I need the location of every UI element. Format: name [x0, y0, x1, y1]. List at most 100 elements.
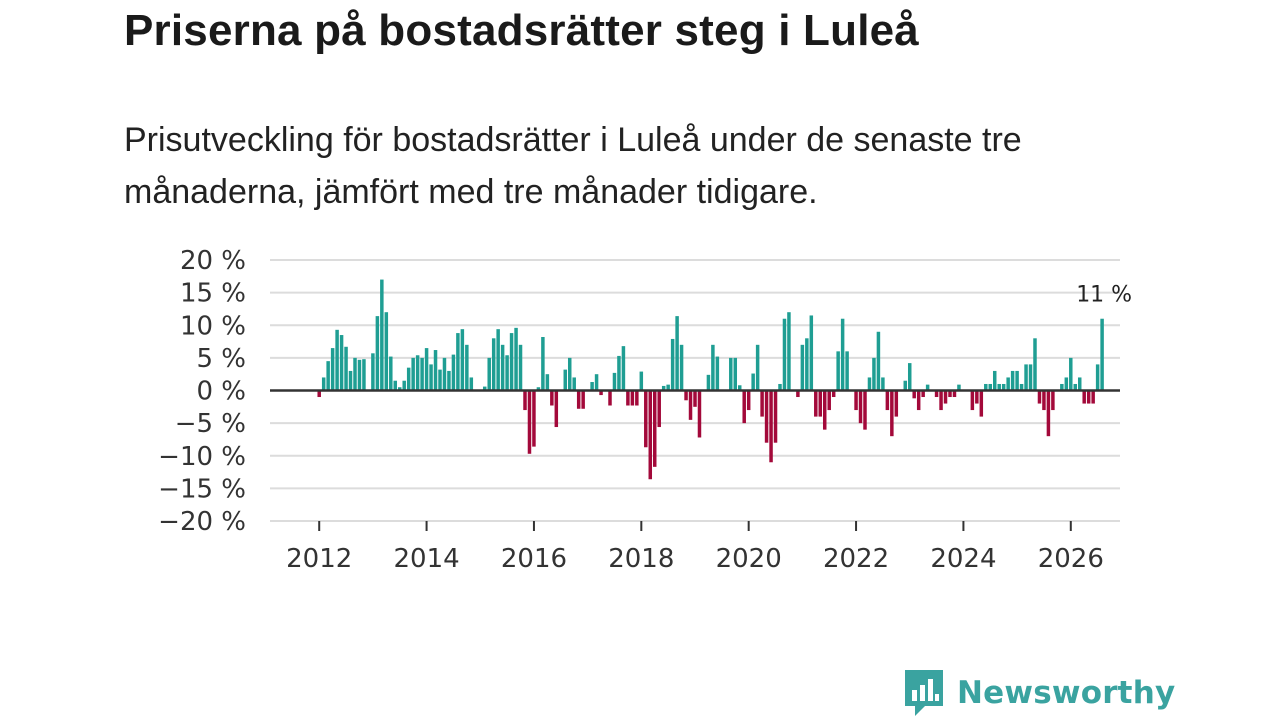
bar — [854, 390, 858, 411]
bar — [420, 357, 424, 391]
bar — [872, 357, 876, 391]
bar — [648, 390, 653, 480]
y-tick-label: 10 % — [180, 311, 246, 341]
y-tick-label: 5 % — [196, 344, 246, 374]
bar — [532, 390, 536, 447]
bar — [536, 387, 541, 391]
bar — [621, 346, 626, 391]
bar — [778, 383, 782, 391]
bar — [675, 316, 679, 391]
bar — [491, 338, 496, 391]
bar — [451, 354, 456, 391]
bar — [411, 357, 415, 391]
annotations: 11 % — [1076, 283, 1132, 308]
bar — [831, 390, 836, 398]
bar — [729, 357, 733, 391]
bar — [984, 383, 988, 391]
bar — [567, 357, 572, 391]
bar — [800, 344, 805, 391]
bar — [1060, 383, 1064, 391]
bar — [814, 390, 818, 417]
bar — [796, 390, 800, 398]
bar — [733, 357, 738, 391]
bar — [317, 390, 321, 398]
y-tick-label: −15 % — [158, 474, 246, 504]
bar — [433, 350, 438, 391]
bar — [545, 374, 550, 391]
bar — [769, 390, 773, 463]
bar — [921, 390, 925, 398]
bar — [456, 333, 460, 391]
bar — [916, 390, 921, 411]
bar — [1091, 390, 1095, 404]
bar — [1019, 383, 1024, 391]
bar — [505, 355, 509, 391]
bar — [657, 390, 661, 428]
bar — [424, 348, 429, 391]
bar — [326, 361, 330, 391]
bar — [742, 390, 746, 424]
bar — [751, 373, 755, 391]
bar — [979, 390, 984, 417]
brand-name: Newsworthy — [957, 675, 1176, 711]
y-tick-label: −5 % — [175, 409, 246, 439]
bar — [357, 359, 362, 391]
x-tick-label: 2012 — [286, 544, 352, 574]
bar — [737, 385, 742, 391]
bar — [1010, 370, 1015, 391]
bar — [925, 384, 930, 391]
bar — [500, 344, 505, 391]
bar — [344, 346, 348, 391]
y-tick-label: −10 % — [158, 442, 246, 472]
bar — [809, 315, 814, 391]
bar — [1006, 377, 1010, 391]
bar — [335, 329, 339, 391]
bar — [912, 390, 916, 399]
y-tick-label: −20 % — [158, 507, 246, 537]
bar — [746, 390, 751, 411]
bar — [438, 369, 442, 391]
bar — [371, 353, 375, 391]
bar — [339, 335, 344, 391]
bar — [393, 380, 398, 391]
bar — [380, 279, 384, 391]
bar — [469, 377, 474, 391]
bar — [670, 338, 675, 391]
bar — [948, 390, 952, 398]
bar — [442, 357, 447, 391]
bar — [684, 390, 688, 401]
bar — [563, 369, 568, 391]
bar — [836, 351, 840, 391]
bar — [988, 383, 993, 391]
bar — [1033, 338, 1037, 391]
bar — [764, 390, 769, 443]
bar — [975, 390, 979, 404]
bar — [863, 390, 867, 430]
bar — [711, 344, 715, 391]
bar — [639, 371, 644, 391]
brand-logo: Newsworthy — [903, 668, 1175, 718]
bar — [1100, 318, 1104, 391]
bar — [321, 377, 326, 391]
bar — [970, 390, 975, 411]
bar — [554, 390, 559, 428]
bar — [635, 390, 639, 406]
bar — [679, 344, 684, 391]
bar — [890, 390, 894, 437]
bar — [773, 390, 778, 443]
bar — [943, 390, 948, 404]
x-tick-label: 2020 — [716, 544, 782, 574]
bar — [715, 356, 720, 391]
bar — [375, 316, 380, 391]
bar — [465, 344, 469, 391]
bar — [581, 390, 585, 409]
bar — [518, 344, 523, 391]
x-tick-label: 2024 — [930, 544, 996, 574]
bar — [482, 386, 487, 391]
bar — [881, 377, 885, 391]
bar — [885, 390, 890, 411]
bar — [1028, 364, 1033, 391]
bar — [429, 364, 433, 391]
x-axis-ticks: 2012 2014 2016 2018 2020 2022 2024 2026 — [286, 521, 1104, 574]
bar — [706, 374, 711, 391]
